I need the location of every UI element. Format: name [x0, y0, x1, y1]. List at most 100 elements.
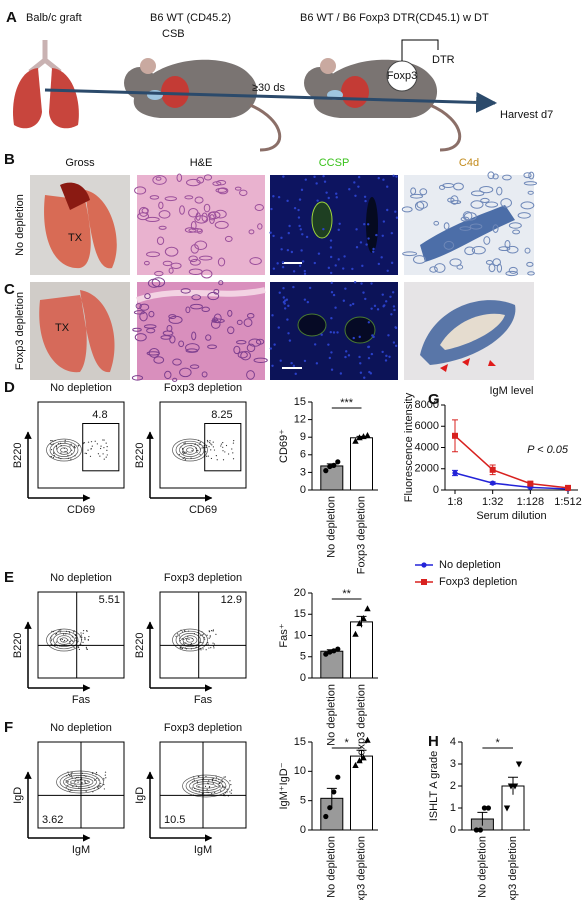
event: [67, 771, 69, 773]
cell: [148, 310, 155, 318]
x-tick-label: 1:512: [554, 496, 582, 508]
event: [179, 637, 181, 639]
contour: [66, 777, 94, 787]
event: [196, 451, 198, 453]
event: [180, 647, 182, 649]
event: [73, 646, 75, 648]
axis-label: IgM: [72, 844, 90, 856]
nucleus: [329, 255, 333, 259]
nucleus: [320, 333, 323, 336]
y-tick-label: 0: [433, 484, 439, 496]
cell: [190, 303, 203, 310]
cell: [419, 188, 428, 196]
nucleus: [281, 265, 285, 269]
event: [198, 785, 200, 788]
event: [211, 778, 214, 781]
event: [67, 785, 69, 787]
nucleus: [271, 314, 274, 317]
event: [78, 648, 81, 651]
event: [95, 771, 98, 774]
event: [67, 454, 69, 456]
contour: [175, 440, 205, 460]
cell: [246, 370, 255, 380]
cell: [249, 257, 262, 265]
event: [199, 441, 201, 444]
axis-label: B220: [12, 632, 24, 658]
event: [191, 449, 193, 452]
event: [50, 637, 52, 639]
event: [71, 636, 73, 638]
y-tick-label: 9: [300, 431, 306, 443]
contour: [59, 772, 101, 792]
nucleus: [313, 175, 316, 179]
cell: [201, 212, 208, 222]
x-tick-label: Foxp3 depletion: [355, 496, 367, 574]
event: [73, 781, 75, 783]
y-tick-label: 5: [300, 651, 306, 663]
event: [208, 647, 210, 649]
event: [84, 639, 86, 641]
cell: [500, 198, 512, 208]
event: [197, 775, 199, 777]
nucleus: [287, 231, 290, 235]
event: [207, 643, 209, 645]
y-tick-label: 4: [450, 736, 456, 748]
nucleus: [282, 175, 285, 178]
cell: [168, 267, 174, 274]
axis-label: IgD: [134, 787, 146, 804]
event: [201, 631, 203, 633]
event: [55, 641, 57, 643]
event: [79, 636, 81, 638]
event: [184, 459, 186, 461]
nucleus: [315, 182, 318, 185]
event: [207, 441, 209, 443]
cell: [211, 318, 225, 324]
nucleus: [385, 354, 388, 358]
event: [182, 452, 184, 454]
y-tick-label: 8000: [415, 399, 439, 411]
cell: [480, 197, 490, 203]
cell: [255, 338, 265, 345]
event: [182, 457, 184, 460]
event: [213, 777, 215, 779]
cell: [146, 251, 160, 258]
contour: [186, 447, 194, 453]
y-tick-label: 15: [294, 608, 306, 620]
nucleus: [306, 300, 310, 304]
nucleus: [330, 281, 333, 285]
data-point: [323, 468, 329, 474]
event: [64, 441, 66, 443]
event: [199, 647, 201, 650]
nucleus: [349, 304, 352, 307]
data-point: [352, 630, 359, 637]
cell: [453, 182, 464, 191]
x-tick-label: 1:128: [517, 496, 545, 508]
event: [60, 444, 62, 447]
significance: ***: [340, 397, 354, 409]
event: [223, 776, 225, 778]
nucleus: [358, 335, 361, 339]
cell: [504, 240, 511, 249]
nucleus: [339, 372, 343, 375]
cell: [524, 247, 531, 254]
event: [92, 791, 94, 793]
event: [65, 780, 67, 782]
event: [86, 629, 88, 632]
event: [197, 444, 199, 446]
cell: [213, 288, 220, 295]
event: [106, 454, 108, 456]
column-header: C4d: [459, 157, 479, 169]
y-axis-label: Fluorescence intensity: [403, 392, 415, 502]
event: [184, 456, 186, 459]
nucleus: [358, 355, 361, 359]
cell: [194, 215, 209, 224]
event: [81, 772, 84, 774]
nucleus: [301, 260, 305, 263]
event: [181, 631, 184, 633]
data-point: [507, 783, 515, 790]
data-point: [327, 463, 333, 470]
flow-title: Foxp3 depletion: [164, 722, 242, 734]
nucleus: [332, 293, 336, 297]
event: [229, 780, 231, 782]
chart-title: IgM level: [489, 385, 533, 397]
